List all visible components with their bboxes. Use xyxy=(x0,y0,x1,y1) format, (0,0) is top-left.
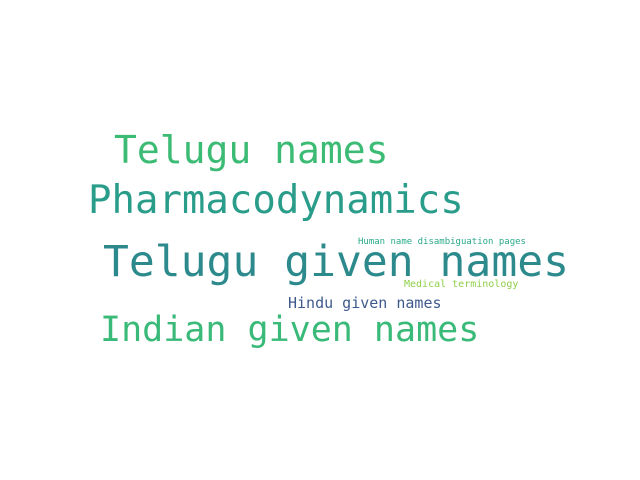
word-telugu-names: Telugu names xyxy=(114,128,389,172)
word-indian-given-names: Indian given names xyxy=(100,310,480,350)
word-human-name-disambiguation-pages: Human name disambiguation pages xyxy=(358,237,526,247)
word-telugu-given-names: Telugu given names xyxy=(103,237,569,287)
word-hindu-given-names: Hindu given names xyxy=(288,294,442,312)
word-pharmacodynamics: Pharmacodynamics xyxy=(88,178,464,223)
word-medical-terminology: Medical terminology xyxy=(404,279,519,290)
